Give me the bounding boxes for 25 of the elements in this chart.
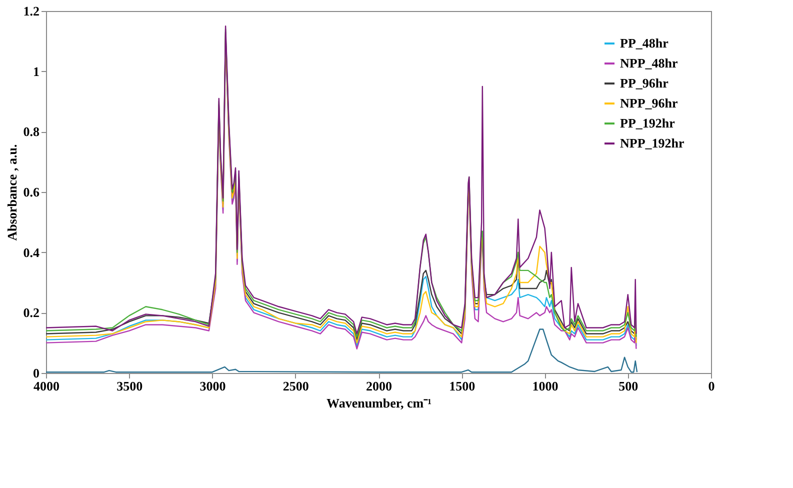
- y-tick-label: 0.6: [23, 184, 40, 200]
- x-tick-label: 500: [618, 378, 638, 394]
- y-axis-title: Absorbance , a.u.: [4, 144, 20, 241]
- y-tick-label: 0.8: [23, 124, 40, 140]
- y-tick-label: 1: [33, 64, 40, 79]
- x-tick-label: 3000: [200, 378, 226, 394]
- x-tick-label: 3500: [116, 378, 143, 394]
- legend-label: PP_96hr: [620, 76, 669, 90]
- x-axis-title: Wavenumber, cm⁻¹: [326, 396, 432, 410]
- y-tick-label: 0.2: [23, 305, 40, 320]
- y-tick-label: 1.2: [23, 4, 40, 18]
- legend-label: NPP_192hr: [620, 136, 684, 150]
- x-tick-label: 2000: [366, 378, 392, 394]
- y-tick-label: 0: [33, 366, 40, 380]
- y-tick-label: 0.4: [23, 244, 40, 260]
- legend-label: PP_192hr: [620, 116, 676, 130]
- legend-label: NPP_48hr: [620, 56, 678, 70]
- line-series: [45, 328, 638, 373]
- x-tick-label: 0: [708, 378, 715, 394]
- legend-label: NPP_96hr: [620, 96, 678, 110]
- x-tick-label: 4000: [34, 378, 60, 394]
- x-tick-label: 2500: [282, 378, 309, 394]
- x-tick-label: 1000: [532, 378, 558, 394]
- x-tick-label: 1500: [449, 378, 476, 394]
- legend-label: PP_48hr: [620, 36, 669, 50]
